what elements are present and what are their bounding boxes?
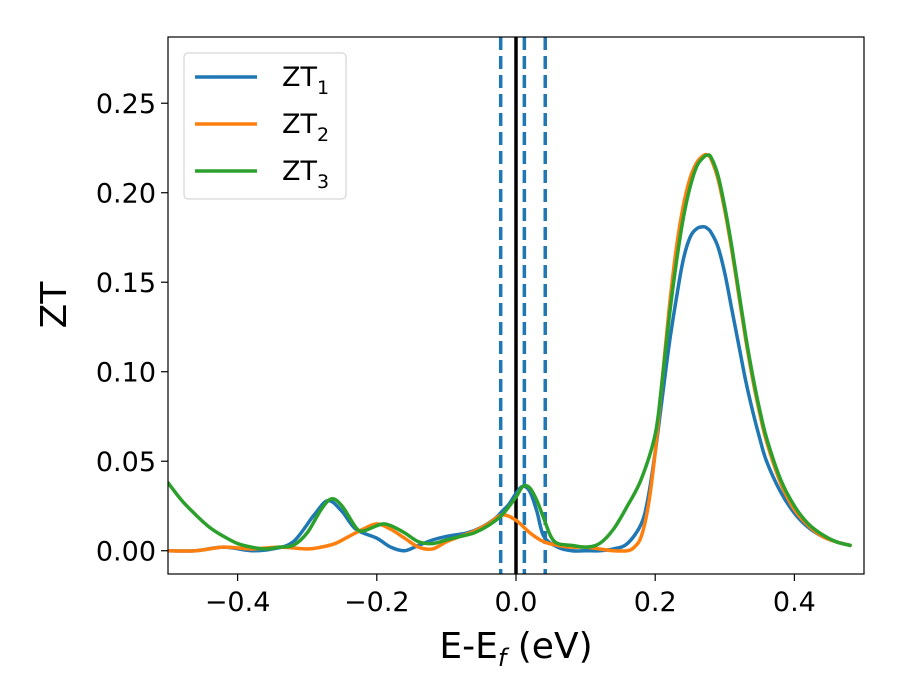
y-tick-label: 0.05 [96, 447, 156, 478]
series-line-3 [168, 153, 852, 551]
legend-label-3: ZT3 [282, 156, 329, 193]
y-tick-label: 0.25 [96, 89, 156, 120]
y-tick-label: 0.20 [96, 179, 156, 210]
x-tick-label: −0.2 [344, 587, 410, 618]
series-line-1 [168, 224, 852, 553]
x-axis-label-main: E-E [439, 626, 497, 667]
y-axis-label: ZT [34, 281, 75, 329]
y-axis: 0.00 0.05 0.10 0.15 0.20 0.25 [96, 89, 168, 568]
legend-label-2: ZT2 [282, 109, 329, 146]
legend-box [183, 52, 347, 200]
y-tick-label: 0.15 [96, 268, 156, 299]
legend: ZT1 ZT2 ZT3 [183, 52, 347, 200]
x-axis: −0.4 −0.2 0.0 0.2 0.4 [205, 574, 816, 618]
series-lines [168, 152, 852, 553]
x-axis-label-suffix: (eV) [506, 626, 592, 667]
y-tick-label: 0.10 [96, 358, 156, 389]
reference-lines [498, 37, 547, 574]
y-tick-label: 0.00 [96, 537, 156, 568]
x-tick-label: −0.4 [205, 587, 271, 618]
x-tick-label: 0.4 [773, 587, 816, 618]
x-tick-label: 0.2 [634, 587, 677, 618]
legend-label-1: ZT1 [282, 62, 329, 99]
x-axis-label: E-Ef (eV) [439, 626, 592, 672]
x-tick-label: 0.0 [495, 587, 538, 618]
